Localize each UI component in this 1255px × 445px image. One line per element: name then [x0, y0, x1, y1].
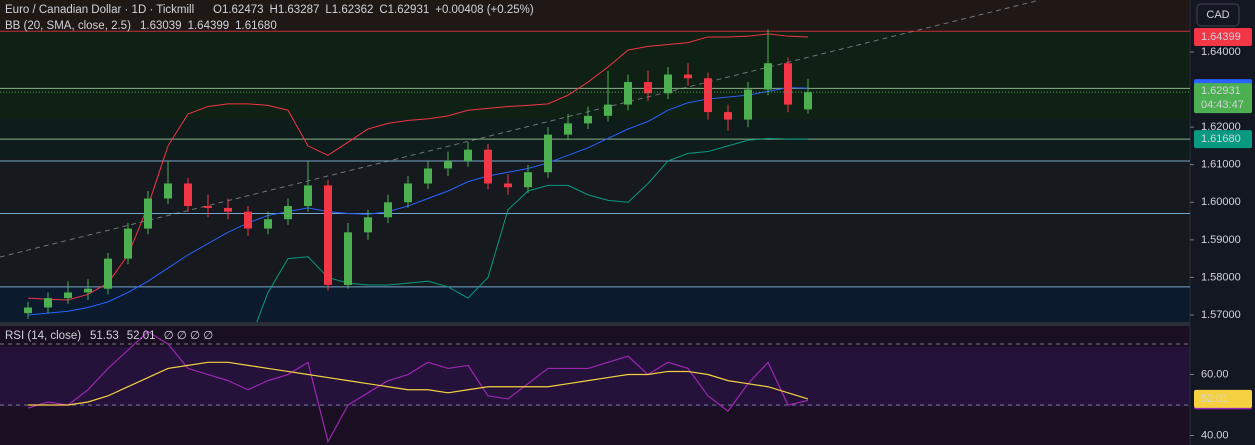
candle-body [464, 149, 472, 161]
rsi-line [28, 361, 809, 406]
candle-body [304, 185, 312, 207]
rsi-value: 51.53 [90, 330, 119, 342]
price-tag-label: 1.61680 [1201, 133, 1241, 145]
candle-body [804, 92, 812, 110]
candle-body [504, 183, 512, 188]
y-tick-label: 1.57000 [1201, 309, 1241, 321]
candle-body [764, 63, 772, 90]
candle-body [204, 206, 212, 208]
candle-body [584, 115, 592, 124]
candle-body [324, 185, 332, 285]
y-tick-label: 1.62000 [1201, 121, 1241, 133]
zone [0, 0, 1190, 31]
candle-body [184, 183, 192, 207]
candle-body [344, 232, 352, 285]
y-tick-label: 1.58000 [1201, 271, 1241, 283]
candle-body [424, 168, 432, 184]
bb-title: BB (20, SMA, close, 2.5) [5, 20, 131, 32]
y-tick-label: 1.60000 [1201, 196, 1241, 208]
candle-body [364, 217, 372, 233]
separator [0, 322, 1255, 326]
price-tag-label: 1.64399 [1201, 31, 1241, 43]
currency-button[interactable] [1196, 3, 1240, 27]
symbol-title: Euro / Canadian Dollar · 1D · Tickmill [5, 4, 194, 16]
main-plot [0, 29, 1190, 322]
currency[interactable]: CAD [1206, 9, 1229, 21]
rsi-band [0, 347, 1190, 407]
candle-body [244, 211, 252, 229]
candle-body [64, 292, 72, 299]
candle-body [404, 183, 412, 203]
candle-body [624, 82, 632, 105]
bb-value: 1.63039 [140, 20, 182, 32]
candle-body [384, 202, 392, 218]
rsi-na: ∅ ∅ ∅ ∅ [164, 330, 214, 342]
rsi-value: 52.01 [127, 330, 156, 342]
candle-body [84, 288, 92, 293]
price-tag [1194, 389, 1252, 408]
price-tag [1194, 27, 1252, 46]
rsi-plot [0, 331, 1190, 444]
ohlc-value: L1.62362 [325, 4, 373, 16]
rsi-title: RSI (14, close) [5, 330, 81, 342]
candle-body [664, 74, 672, 94]
candle-body [724, 112, 732, 120]
candle-body [684, 74, 692, 79]
trend-line [0, 0, 1041, 258]
axis-labels: 1.64000 1.62000 1.61000 1.60000 1.59000 1.580… [1190, 27, 1252, 441]
y-tick-label: 60.00 [1201, 368, 1229, 380]
change: +0.00408 (+0.25%) [435, 4, 534, 16]
bb-value: 1.64399 [188, 20, 230, 32]
candle-body [224, 207, 232, 212]
rsi-line [27, 331, 809, 444]
candle-body [444, 160, 452, 169]
bb-line [27, 87, 809, 316]
candle-body [24, 307, 32, 314]
candle-body [284, 206, 292, 220]
countdown: 04:43:47 [1201, 99, 1244, 111]
price-tag [1194, 83, 1252, 114]
y-tick-label: 40.00 [1201, 429, 1229, 441]
ohlc-value: H1.63287 [270, 4, 320, 16]
candle-body [524, 172, 532, 188]
candle-body [544, 134, 552, 173]
price-tag-label: 1.62931 [1201, 85, 1241, 97]
y-tick-label: 1.61000 [1201, 159, 1241, 171]
candle-body [144, 198, 152, 229]
candle-body [704, 78, 712, 113]
bb-line [27, 33, 809, 301]
price-tag [1194, 130, 1252, 149]
candle-body [644, 82, 652, 94]
y-tick-label: 1.59000 [1201, 234, 1241, 246]
candle-body [44, 298, 52, 308]
candle-body [744, 89, 752, 120]
zone [0, 119, 1190, 158]
candle-body [104, 258, 112, 289]
ohlc-value: O1.62473 [213, 4, 264, 16]
candle-body [484, 149, 492, 184]
candle-body [784, 63, 792, 105]
price-scale [1190, 0, 1255, 445]
y-tick-label: 1.64000 [1201, 46, 1241, 58]
candle-body [164, 183, 172, 199]
bb-line [256, 137, 808, 322]
ohlc-value: C1.62931 [379, 4, 429, 16]
candle-body [124, 228, 132, 259]
candle-body [264, 219, 272, 229]
bb-value: 1.61680 [235, 20, 277, 32]
candle-body [604, 104, 612, 116]
candle-body [564, 123, 572, 135]
price-tag-label: 52.01 [1201, 393, 1229, 405]
zone [0, 287, 1190, 322]
